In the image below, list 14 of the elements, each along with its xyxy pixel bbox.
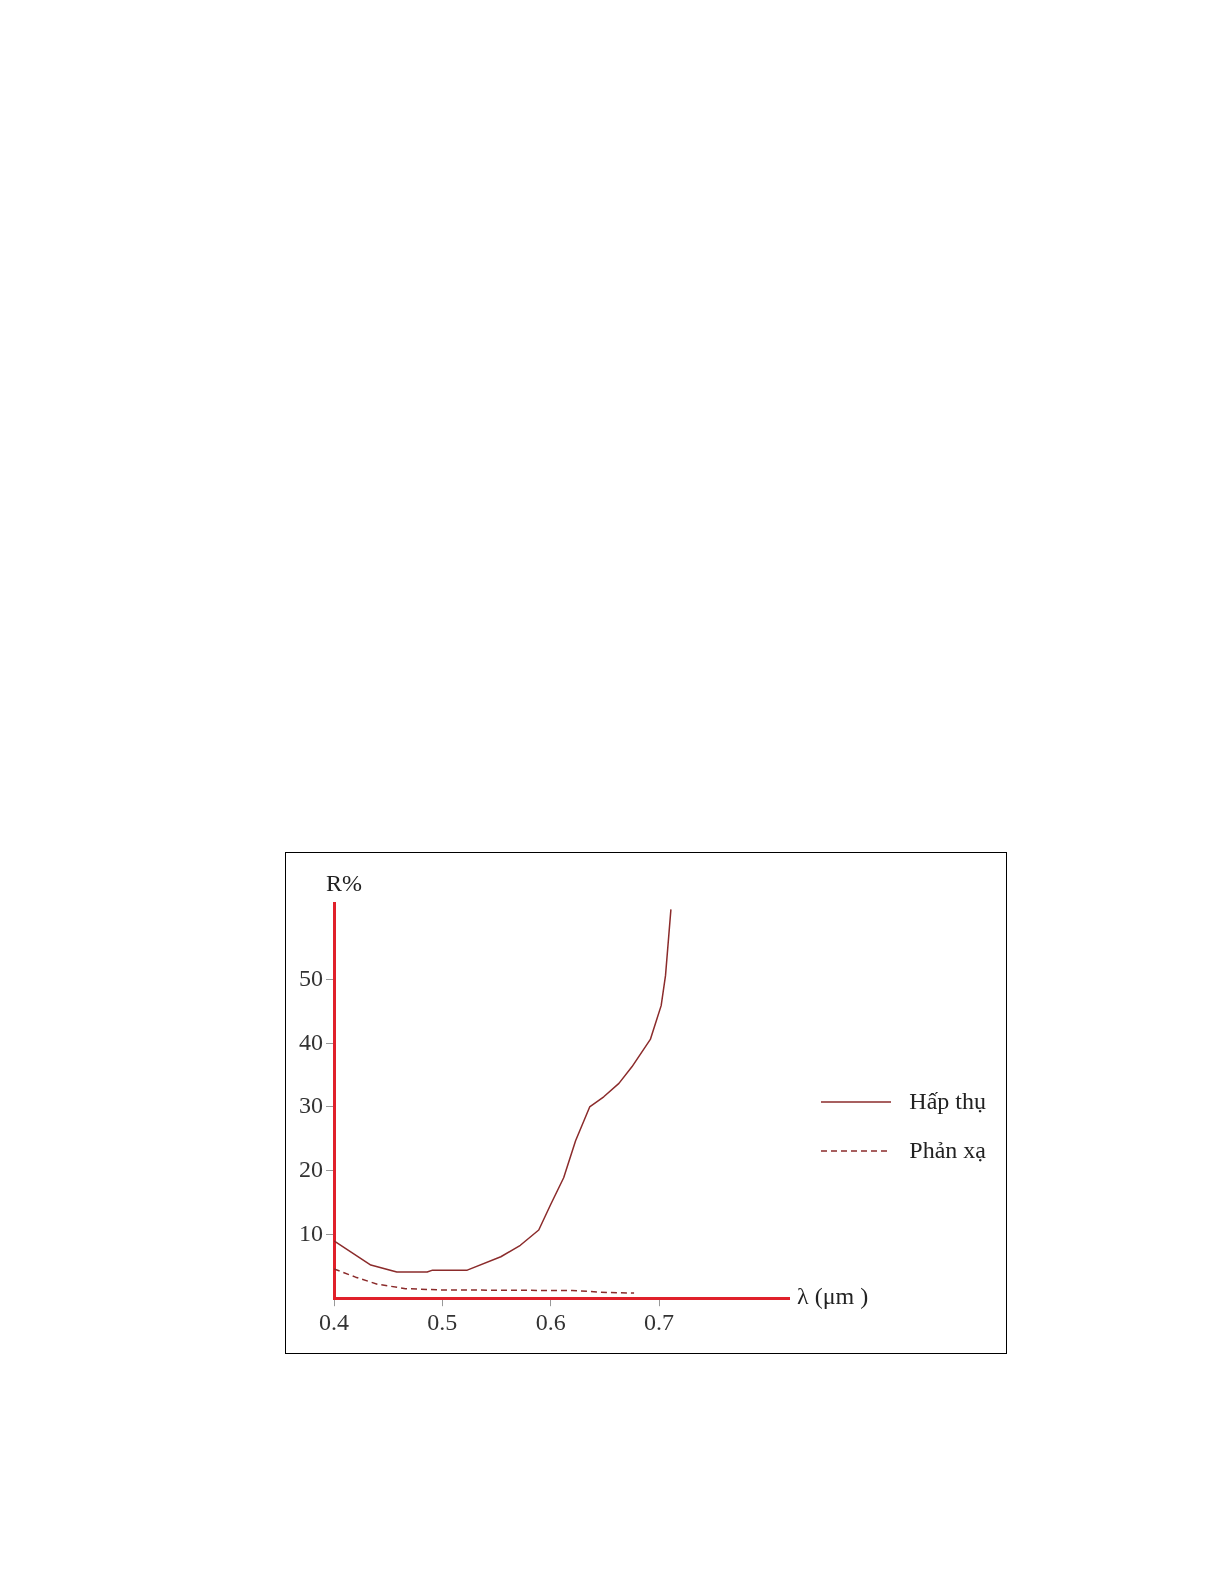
x-tick-label: 0.7	[644, 1308, 674, 1335]
y-tick-label: 20	[299, 1156, 323, 1183]
x-tick-label: 0.5	[427, 1308, 458, 1335]
legend-label: Phản xạ	[909, 1137, 986, 1164]
y-axis-title: R%	[326, 870, 363, 897]
line-series	[334, 1268, 635, 1294]
y-tick-label: 30	[299, 1092, 323, 1119]
x-axis-title: λ (μm )	[797, 1283, 869, 1310]
y-tick-label: 50	[299, 964, 323, 991]
x-tick-label: 0.6	[535, 1308, 566, 1335]
y-tick-label: 10	[299, 1219, 323, 1246]
x-tick-label: 0.4	[319, 1308, 349, 1335]
legend-label: Hấp thụ	[909, 1088, 986, 1115]
y-tick-label: 40	[299, 1028, 323, 1055]
